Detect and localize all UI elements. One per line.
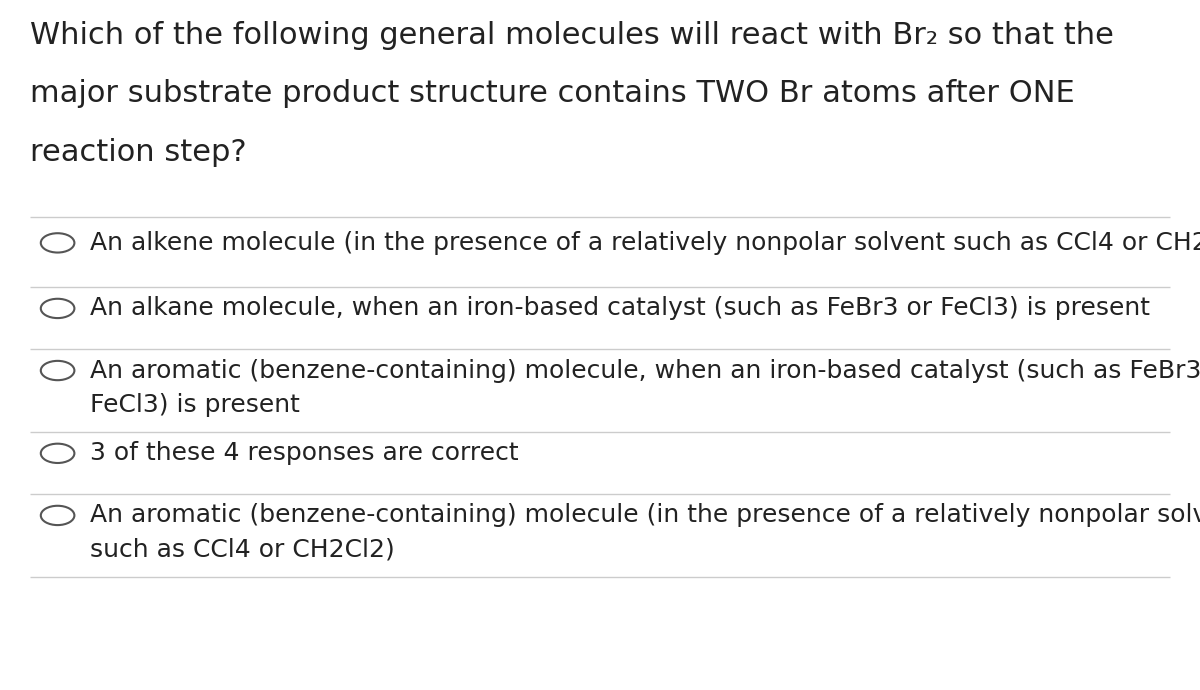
Text: An alkane molecule, when an iron-based catalyst (such as FeBr3 or FeCl3) is pres: An alkane molecule, when an iron-based c… xyxy=(90,297,1150,320)
Text: major substrate product structure contains TWO Br atoms after ONE: major substrate product structure contai… xyxy=(30,79,1075,108)
Text: 3 of these 4 responses are correct: 3 of these 4 responses are correct xyxy=(90,442,518,465)
Text: Which of the following general molecules will react with Br₂ so that the: Which of the following general molecules… xyxy=(30,21,1114,50)
Text: such as CCl4 or CH2Cl2): such as CCl4 or CH2Cl2) xyxy=(90,538,395,562)
Text: An aromatic (benzene-containing) molecule, when an iron-based catalyst (such as : An aromatic (benzene-containing) molecul… xyxy=(90,359,1200,382)
Text: reaction step?: reaction step? xyxy=(30,138,247,167)
Text: An aromatic (benzene-containing) molecule (in the presence of a relatively nonpo: An aromatic (benzene-containing) molecul… xyxy=(90,504,1200,527)
Text: An alkene molecule (in the presence of a relatively nonpolar solvent such as CCl: An alkene molecule (in the presence of a… xyxy=(90,231,1200,255)
Text: FeCl3) is present: FeCl3) is present xyxy=(90,393,300,417)
